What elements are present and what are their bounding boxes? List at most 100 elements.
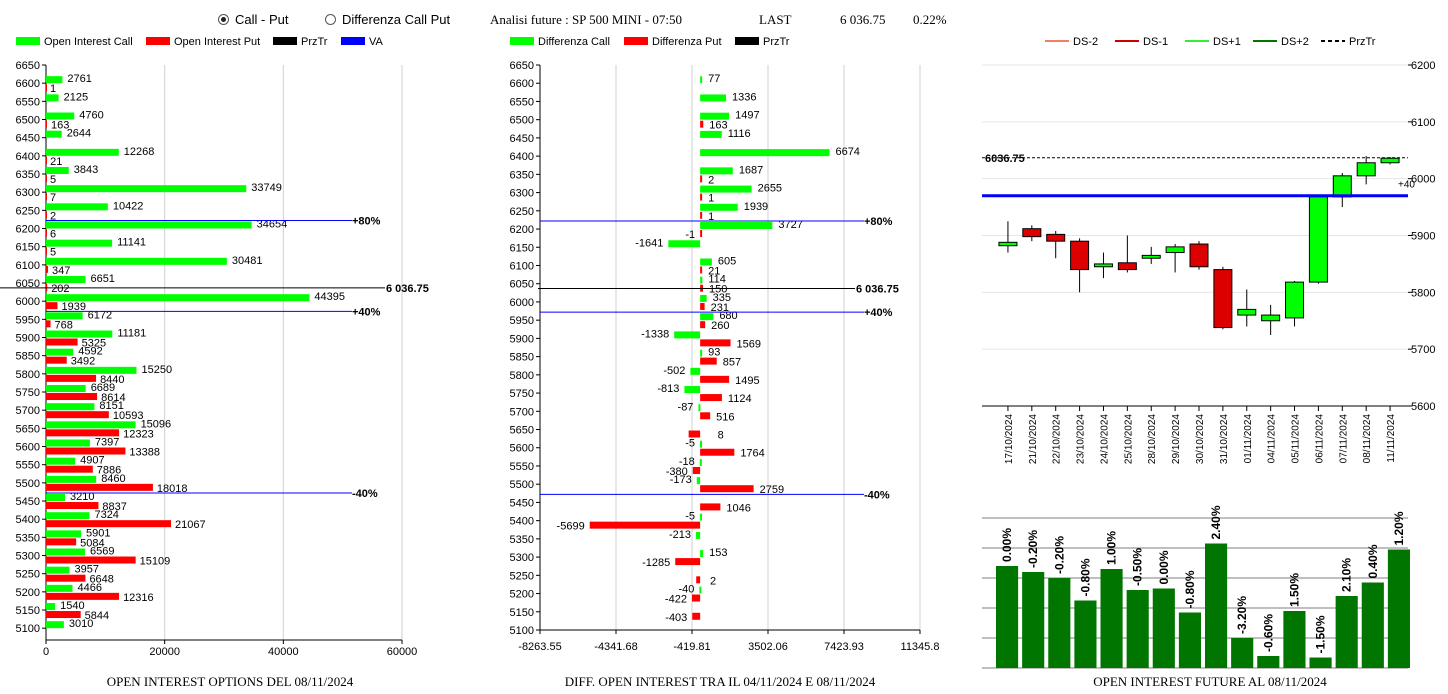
level-label: +40%	[352, 306, 381, 318]
x-tick-label: 08/11/2024	[1362, 414, 1373, 464]
call-bar	[46, 167, 69, 175]
oi-future-bar	[1048, 578, 1071, 668]
put-diff-label: -403	[665, 612, 687, 624]
level-label: -40%	[864, 489, 890, 501]
y-tick-label: 5700	[16, 405, 40, 417]
y-tick-label: 6600	[510, 78, 534, 90]
call-diff-label: 1336	[732, 91, 756, 103]
call-value-label: 4592	[78, 346, 102, 358]
oi-future-bar	[1205, 543, 1228, 668]
call-bar	[46, 76, 63, 84]
call-diff-bar	[700, 167, 733, 175]
call-diff-label: -40	[678, 584, 694, 596]
call-diff-bar	[684, 386, 701, 394]
top-bar: Call - Put Differenza Call Put Analisi f…	[0, 0, 1448, 34]
call-bar	[46, 366, 137, 374]
put-diff-bar	[700, 503, 721, 511]
put-bar	[46, 338, 78, 346]
y-tick-label: 5100	[510, 625, 534, 637]
put-bar	[46, 302, 58, 310]
y-tick-label: 5800	[16, 369, 40, 381]
legend-swatch	[146, 37, 170, 45]
x-tick-label: 3502.06	[748, 641, 788, 653]
put-diff-label: 1	[708, 193, 714, 205]
legend-label: Open Interest Put	[174, 36, 260, 48]
radio-call-put[interactable]: Call - Put	[218, 12, 288, 27]
y-tick-label: 6000	[510, 297, 534, 309]
put-diff-label: 857	[723, 357, 741, 369]
put-bar	[46, 247, 47, 255]
va-side-label: +40	[1398, 180, 1415, 191]
put-value-label: 3492	[71, 356, 95, 368]
call-value-label: 7324	[94, 509, 118, 521]
oi-future-bar	[1335, 596, 1358, 668]
put-bar	[46, 320, 51, 328]
y-tick-label: 5350	[16, 532, 40, 544]
call-value-label: 10422	[113, 200, 144, 212]
call-diff-bar	[699, 586, 702, 594]
put-bar	[46, 574, 86, 582]
y-tick-label: 6400	[510, 151, 534, 163]
put-diff-label: 163	[709, 120, 727, 132]
put-diff-bar	[692, 612, 701, 620]
call-diff-label: 1497	[735, 110, 759, 122]
candle-body	[1332, 175, 1352, 198]
call-diff-bar	[698, 404, 701, 412]
y-tick-label: 6550	[16, 96, 40, 108]
put-value-label: 768	[55, 319, 73, 331]
oi-future-label: -0.50%	[1131, 548, 1145, 586]
put-diff-label: 1	[708, 211, 714, 223]
put-bar	[46, 483, 153, 491]
put-diff-bar	[700, 357, 717, 365]
x-tick-label: 22/10/2024	[1052, 414, 1063, 464]
call-diff-label: 1939	[744, 201, 768, 213]
call-diff-bar	[700, 440, 703, 448]
legend-label: Differenza Put	[652, 36, 722, 48]
legend-label: DS-1	[1143, 36, 1168, 48]
call-diff-bar	[700, 550, 704, 558]
legend-swatch	[510, 37, 534, 45]
call-diff-label: -5	[685, 511, 695, 523]
put-diff-bar	[700, 485, 754, 493]
analysis-title: Analisi future : SP 500 MINI - 07:50	[490, 12, 682, 27]
y-tick-label: 6450	[16, 133, 40, 145]
call-diff-label: 1687	[739, 164, 763, 176]
put-bar	[46, 592, 120, 600]
candle-body	[1046, 233, 1066, 242]
call-value-label: 3843	[74, 164, 98, 176]
call-bar	[46, 185, 247, 193]
call-diff-bar	[668, 240, 701, 248]
put-diff-label: 1569	[737, 338, 761, 350]
oi-future-label: -0.20%	[1052, 536, 1066, 574]
call-diff-label: -502	[663, 365, 685, 377]
call-bar	[46, 530, 82, 538]
candle-body	[1022, 228, 1042, 238]
y-tick-label: 6100	[1411, 117, 1435, 129]
put-diff-bar	[700, 230, 703, 238]
x-tick-label: 06/11/2024	[1314, 414, 1325, 464]
y-tick-label: 5750	[16, 387, 40, 399]
put-value-label: 7	[50, 192, 56, 204]
put-diff-label: 1124	[728, 393, 752, 405]
x-tick-label: 17/10/2024	[1004, 414, 1015, 464]
y-tick-label: 5600	[16, 442, 40, 454]
x-tick-label: 29/10/2024	[1171, 414, 1182, 464]
call-diff-label: 77	[708, 73, 720, 85]
call-value-label: 8151	[99, 400, 123, 412]
call-bar	[46, 94, 59, 102]
x-tick-label: 24/10/2024	[1099, 414, 1110, 464]
y-tick-label: 5250	[16, 569, 40, 581]
oi-future-label: 0.40%	[1366, 544, 1380, 578]
radio-difference[interactable]: Differenza Call Put	[325, 12, 450, 27]
put-bar	[46, 229, 47, 237]
put-value-label: 6648	[89, 574, 113, 586]
call-bar	[46, 566, 70, 574]
call-bar	[46, 330, 113, 338]
legend-label: Differenza Call	[538, 36, 610, 48]
call-diff-bar	[700, 313, 714, 321]
call-value-label: 15250	[141, 364, 172, 376]
put-bar	[46, 156, 47, 164]
call-diff-label: 680	[719, 310, 737, 322]
x-tick-label: 05/11/2024	[1291, 414, 1302, 464]
call-diff-bar	[700, 203, 738, 211]
